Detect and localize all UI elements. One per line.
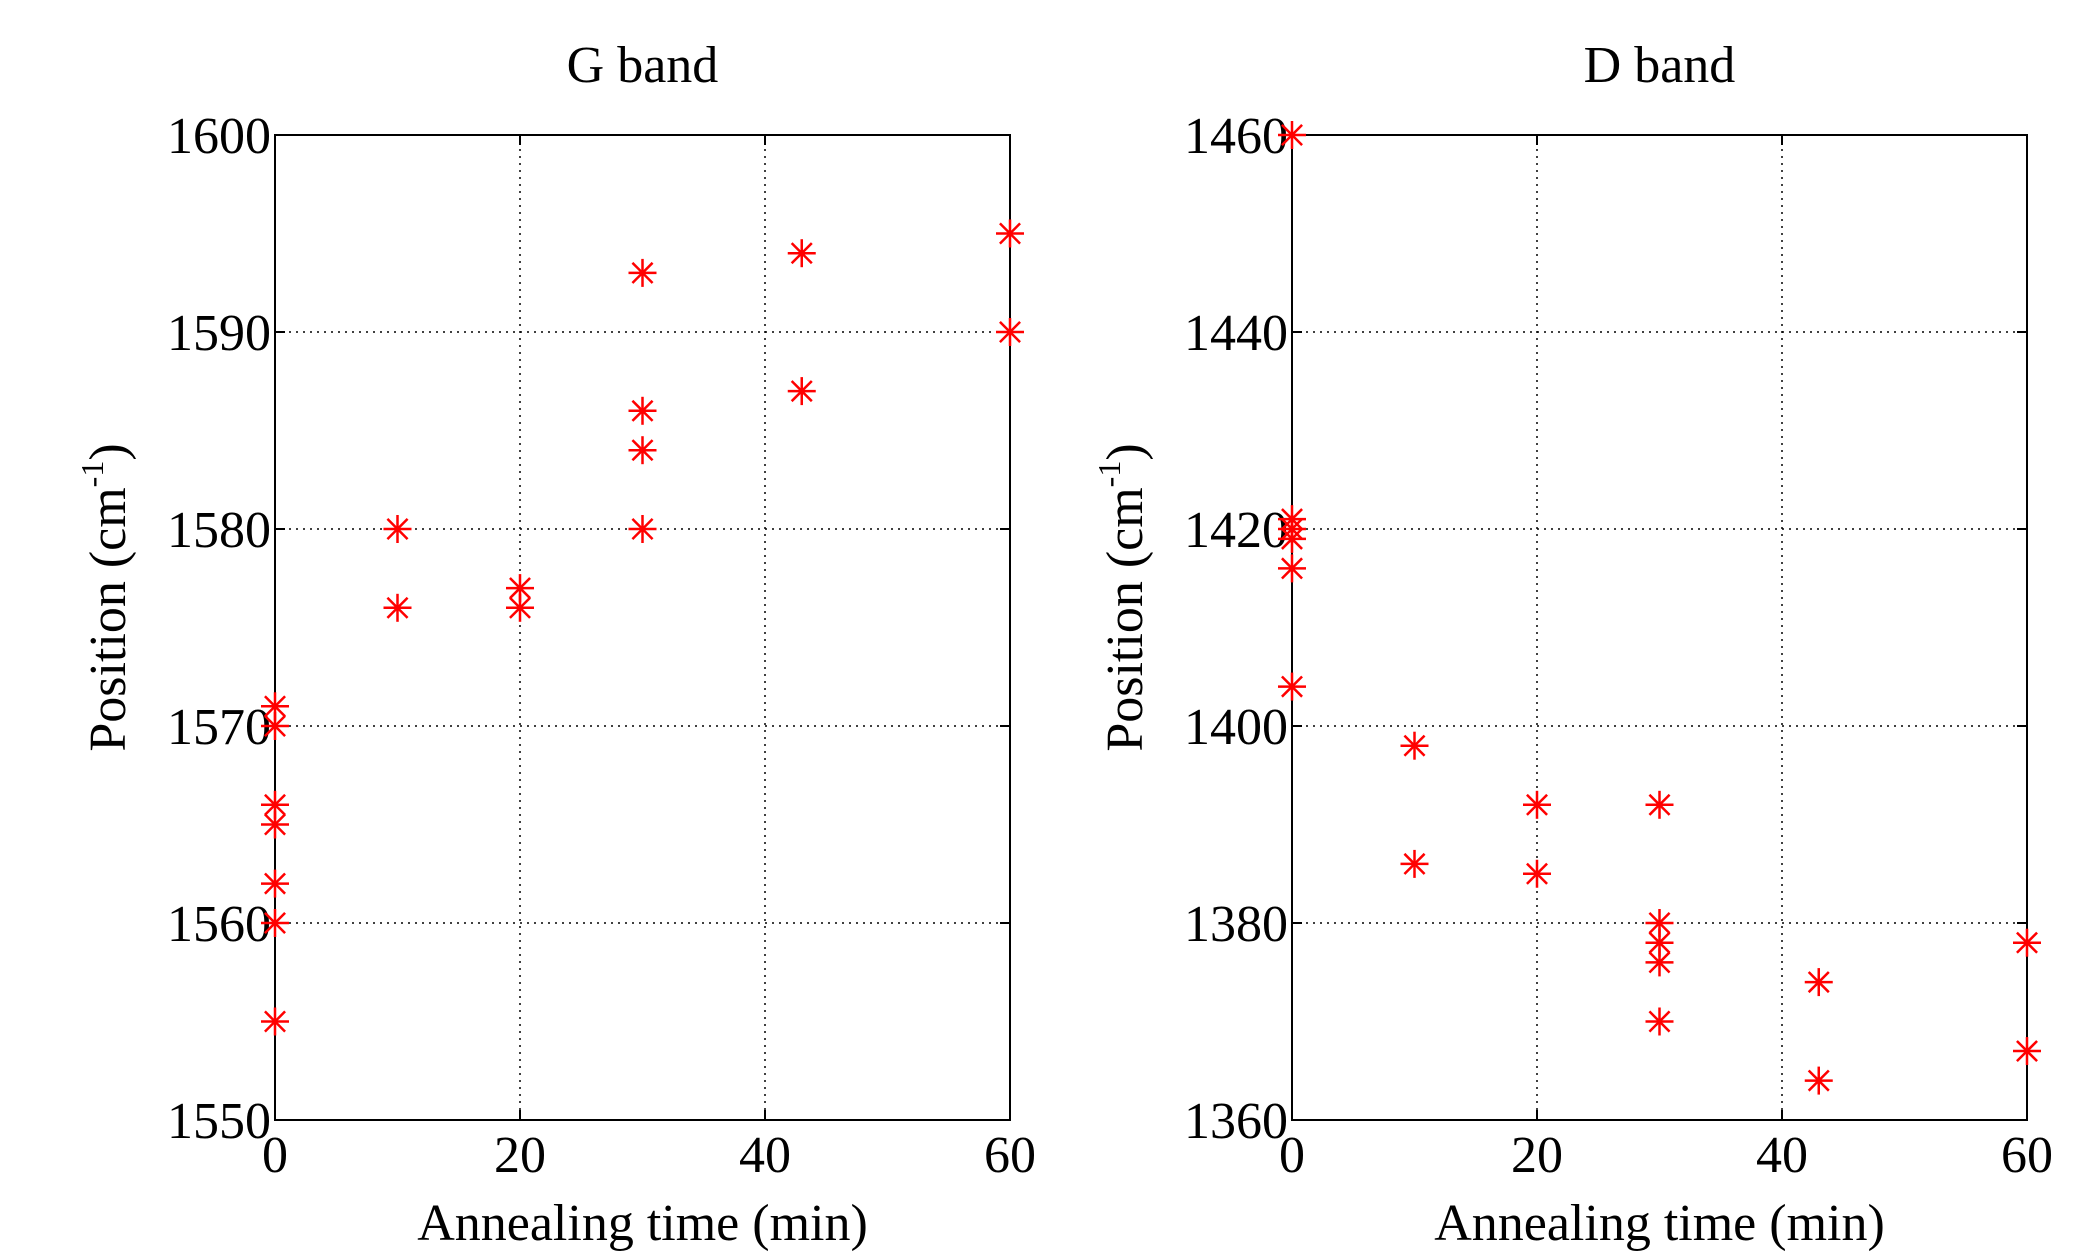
data-point (1278, 524, 1306, 553)
data-point (383, 515, 412, 543)
x-axis-label: Annealing time (min) (1434, 1195, 1885, 1252)
y-axis-label-close: ) (80, 443, 137, 460)
data-point (787, 239, 816, 268)
data-point (996, 318, 1024, 346)
y-tick-label: 1600 (167, 108, 271, 165)
data-point (996, 219, 1024, 248)
data-point (1804, 968, 1833, 997)
plot-frame (1291, 134, 2028, 1121)
data-point (628, 396, 657, 425)
data-point (2013, 928, 2041, 957)
data-point (1645, 790, 1674, 819)
chart-title: G band (567, 37, 719, 94)
data-point (1645, 928, 1674, 957)
data-point (628, 436, 657, 465)
data-point (1278, 121, 1306, 149)
chart-title: D band (1584, 37, 1736, 94)
data-point (1804, 1066, 1833, 1095)
data-point (1523, 859, 1551, 888)
data-point (1523, 790, 1551, 819)
y-tick-label: 1550 (167, 1093, 271, 1150)
y-axis-label: Position (cm-1) (1091, 443, 1154, 751)
y-tick-label: 1360 (1184, 1093, 1288, 1150)
data-point (261, 692, 289, 721)
data-point (261, 1007, 289, 1036)
y-axis-label-main: Position (cm (80, 487, 137, 751)
x-tick-label: 40 (1756, 1127, 1808, 1184)
g-band-panel: 0 20 40 60 1550 1560 1570 1580 1590 1600 G band Ann… (74, 37, 1036, 1252)
data-point (506, 593, 534, 622)
x-tick-label: 20 (1511, 1127, 1563, 1184)
data-point (628, 258, 657, 287)
x-tick-label: 60 (2001, 1127, 2053, 1184)
data-point (1645, 1007, 1674, 1036)
y-tick-label: 1570 (167, 699, 271, 756)
data-point (2013, 1037, 2041, 1066)
data-point (1278, 672, 1306, 701)
data-point (261, 810, 289, 839)
data-point (261, 909, 289, 937)
data-point (261, 869, 289, 898)
data-point (506, 574, 534, 603)
y-axis-label-main: Position (cm (1097, 487, 1154, 751)
y-tick-label: 1580 (167, 502, 271, 559)
data-point (1400, 731, 1429, 760)
y-tick-label: 1420 (1184, 502, 1288, 559)
x-tick-label: 0 (262, 1127, 288, 1184)
data-point (787, 377, 816, 406)
x-tick-label: 20 (494, 1127, 546, 1184)
data-point (628, 515, 657, 543)
data-point (1645, 909, 1674, 937)
data-point (383, 593, 412, 622)
y-axis-label-superscript: -1 (74, 461, 110, 488)
x-tick-label: 40 (739, 1127, 791, 1184)
y-axis-label: Position (cm-1) (74, 443, 137, 751)
y-tick-label: 1400 (1184, 699, 1288, 756)
data-point (261, 790, 289, 819)
y-axis-label-superscript: -1 (1091, 461, 1127, 488)
x-axis-label: Annealing time (min) (417, 1195, 868, 1252)
data-point (261, 712, 289, 740)
y-tick-label: 1460 (1184, 108, 1288, 165)
data-point (1645, 948, 1674, 977)
plot-frame (274, 134, 1011, 1121)
y-tick-label: 1590 (167, 305, 271, 362)
y-tick-label: 1380 (1184, 896, 1288, 953)
y-axis-label-close: ) (1097, 443, 1154, 460)
x-tick-label: 0 (1279, 1127, 1305, 1184)
data-point (1400, 849, 1429, 878)
d-band-panel: 0 20 40 60 1360 1380 1400 1420 1440 1460 D band Ann… (1091, 37, 2053, 1252)
y-tick-label: 1560 (167, 896, 271, 953)
data-point (1278, 554, 1306, 583)
x-tick-label: 60 (984, 1127, 1036, 1184)
y-tick-label: 1440 (1184, 305, 1288, 362)
